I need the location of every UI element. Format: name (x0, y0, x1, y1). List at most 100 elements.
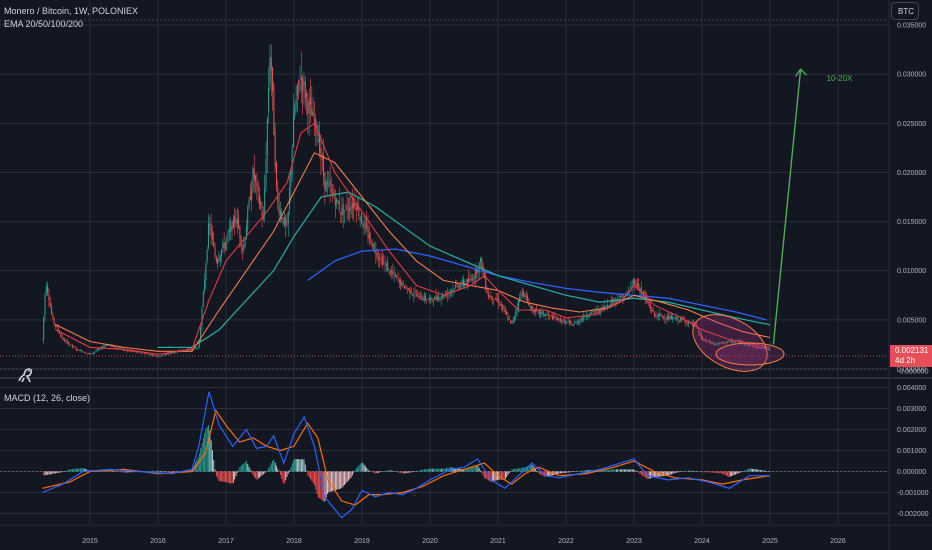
macd-histogram-bar (283, 471, 285, 484)
candle-body (264, 187, 266, 216)
candle-body (580, 318, 582, 322)
candle-body (672, 317, 674, 321)
candle-body (456, 283, 458, 285)
macd-histogram-bar (566, 471, 568, 473)
macd-histogram-bar (86, 469, 88, 472)
macd-histogram-bar (455, 468, 457, 472)
tradingview-logo-icon[interactable] (16, 366, 38, 384)
macd-histogram-bar (750, 468, 752, 472)
candle-body (716, 343, 718, 345)
macd-histogram-bar (689, 470, 691, 472)
candle-body (64, 339, 66, 342)
macd-histogram-bar (306, 470, 308, 472)
macd-histogram-bar (623, 469, 625, 472)
y-tick-label: -0.000000 (897, 369, 929, 376)
candle-body (490, 295, 492, 299)
candle-body (652, 309, 654, 312)
candle-body (547, 314, 549, 316)
macd-histogram-bar (77, 468, 79, 472)
candle-body (623, 296, 625, 300)
macd-histogram-bar (274, 462, 276, 472)
highlight-zone-ellipse (715, 342, 785, 366)
macd-histogram-bar (731, 471, 733, 477)
candle-body (87, 353, 89, 354)
macd-histogram-bar (570, 471, 572, 473)
macd-histogram-bar (523, 467, 525, 472)
candle-body (370, 237, 372, 239)
macd-histogram-bar (189, 469, 191, 472)
candle-body (669, 316, 671, 320)
candle-body (693, 322, 695, 324)
candle-body (286, 224, 288, 226)
candle-body (425, 295, 427, 300)
candle-body (500, 304, 502, 307)
macd-histogram-bar (481, 471, 483, 474)
macd-histogram-bar (337, 471, 339, 490)
macd-histogram-bar (550, 471, 552, 476)
candle-body (247, 209, 249, 230)
candle-body (54, 323, 56, 326)
macd-histogram-bar (286, 471, 288, 477)
candle-body (657, 313, 659, 317)
candle-body (473, 276, 475, 282)
macd-histogram-bar (434, 468, 436, 472)
candle-body (568, 320, 570, 323)
candle-body (353, 202, 355, 209)
macd-histogram-bar (558, 471, 560, 474)
candle-body (51, 306, 53, 314)
macd-histogram-bar (72, 469, 73, 472)
macd-histogram-bar (538, 471, 540, 474)
candle-body (45, 286, 47, 294)
macd-histogram-bar (644, 471, 646, 478)
macd-histogram-bar (315, 471, 317, 490)
macd-histogram-bar (354, 469, 356, 472)
candle-body (563, 318, 565, 324)
macd-histogram-bar (367, 469, 369, 472)
macd-histogram-bar (209, 430, 211, 472)
macd-histogram-bar (745, 470, 747, 472)
candle-body (583, 315, 585, 320)
macd-histogram-bar (297, 459, 298, 472)
candle-body (326, 182, 328, 185)
candle-body (474, 269, 476, 279)
candle-body (239, 226, 241, 239)
macd-histogram-bar (746, 469, 748, 472)
candle-body (279, 211, 281, 216)
macd-histogram-bar (252, 471, 254, 476)
macd-histogram-bar (516, 468, 518, 472)
macd-histogram-bar (158, 470, 160, 472)
candle-body (708, 340, 710, 343)
macd-histogram-bar (735, 471, 736, 475)
candle-body (468, 277, 470, 282)
candle-body (94, 351, 96, 353)
macd-histogram-bar (546, 471, 548, 477)
macd-histogram-bar (472, 466, 474, 472)
macd-histogram-bar (285, 471, 287, 481)
candle-body (209, 224, 211, 225)
macd-histogram-bar (253, 471, 255, 478)
currency-button[interactable]: BTC (891, 2, 919, 20)
macd-histogram-bar (128, 471, 130, 473)
candle-body (459, 286, 461, 288)
macd-histogram-bar (68, 469, 70, 472)
macd-histogram-bar (555, 471, 557, 475)
candle-body (371, 240, 373, 247)
candle-body (44, 294, 46, 317)
macd-histogram-bar (671, 471, 672, 475)
candle-body (312, 111, 314, 117)
macd-histogram-bar (314, 471, 315, 485)
macd-histogram-bar (535, 468, 536, 472)
macd-histogram-bar (293, 460, 294, 472)
macd-histogram-bar (507, 471, 509, 475)
candle-body (130, 351, 132, 352)
candle-body (388, 268, 390, 270)
macd-histogram-bar (758, 469, 760, 472)
macd-histogram-bar (49, 471, 51, 475)
candle-body (517, 300, 519, 310)
macd-histogram-bar (605, 469, 607, 472)
candle-body (270, 57, 272, 71)
candle-body (232, 218, 234, 229)
candle-body (313, 118, 315, 122)
macd-histogram-bar (397, 471, 399, 473)
